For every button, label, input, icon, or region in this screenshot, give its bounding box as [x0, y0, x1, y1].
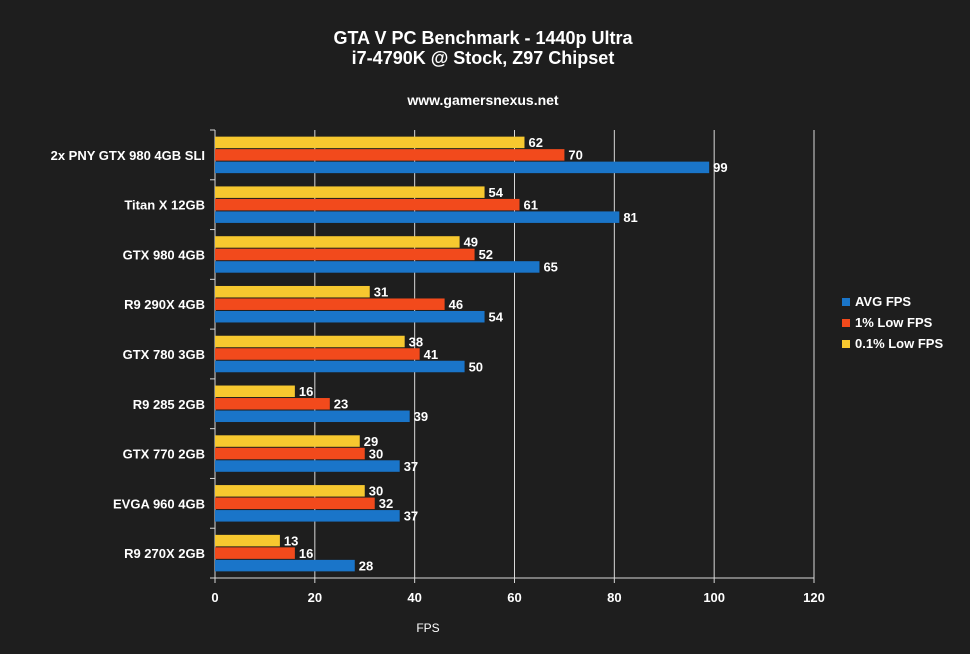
data-label: 28 [359, 558, 373, 573]
category-label: Titan X 12GB [124, 198, 205, 213]
category-label: GTX 980 4GB [123, 247, 205, 262]
data-label: 52 [479, 247, 493, 262]
x-tick-label: 120 [803, 590, 825, 605]
legend-label: 1% Low FPS [855, 315, 933, 330]
data-label: 16 [299, 384, 313, 399]
data-label: 30 [369, 446, 383, 461]
x-tick-label: 80 [607, 590, 621, 605]
bar [215, 186, 485, 198]
bar [215, 310, 485, 323]
x-tick-label: 100 [703, 590, 725, 605]
bar [215, 510, 400, 522]
x-axis-title: FPS [416, 621, 439, 635]
legend-swatch [842, 319, 850, 327]
data-label: 31 [374, 284, 388, 299]
bar [215, 161, 710, 174]
legend: AVG FPS 1% Low FPS 0.1% Low FPS [842, 294, 943, 351]
data-label: 46 [449, 297, 463, 312]
data-label: 41 [424, 347, 438, 362]
x-tick-label: 20 [308, 590, 322, 605]
bar [215, 348, 420, 360]
data-label: 70 [568, 148, 582, 163]
x-tick-label: 40 [407, 590, 421, 605]
chart-subtitle: i7-4790K @ Stock, Z97 Chipset [352, 48, 615, 68]
bar [215, 149, 565, 161]
labels: 0 20 40 60 80 100 120 2x PNY GTX 980 4GB SLI 62 7… [51, 135, 825, 605]
legend-swatch [842, 340, 850, 348]
bar [215, 547, 295, 559]
bar [215, 534, 280, 547]
bar [215, 261, 540, 273]
legend-label: AVG FPS [855, 294, 911, 309]
category-label: 2x PNY GTX 980 4GB SLI [51, 148, 205, 163]
data-label: 81 [623, 210, 637, 225]
data-label: 32 [379, 496, 393, 511]
bar [215, 298, 445, 310]
bar [215, 248, 475, 261]
legend-swatch [842, 298, 850, 306]
bar [215, 360, 465, 373]
data-label: 49 [464, 235, 478, 250]
data-label: 16 [299, 546, 313, 561]
category-label: GTX 770 2GB [123, 447, 205, 462]
bar [215, 198, 520, 211]
data-label: 54 [489, 185, 504, 200]
data-label: 50 [469, 359, 483, 374]
bar [215, 236, 460, 248]
data-label: 65 [543, 260, 557, 275]
data-label: 30 [369, 484, 383, 499]
bar [215, 435, 360, 447]
data-label: 13 [284, 533, 298, 548]
data-label: 61 [523, 197, 537, 212]
chart-source: www.gamersnexus.net [406, 92, 559, 108]
bar [215, 335, 405, 348]
data-label: 62 [528, 135, 542, 150]
bar [215, 460, 400, 472]
data-label: 29 [364, 434, 378, 449]
data-label: 37 [404, 509, 418, 524]
bar [215, 497, 375, 510]
bar [215, 447, 365, 460]
category-label: R9 285 2GB [133, 397, 205, 412]
bar [215, 136, 525, 149]
category-label: R9 290X 4GB [124, 297, 205, 312]
data-label: 39 [414, 409, 428, 424]
bar [215, 559, 355, 572]
chart-title: GTA V PC Benchmark - 1440p Ultra [333, 28, 633, 48]
bar [215, 385, 295, 398]
data-label: 38 [409, 334, 423, 349]
bar [215, 285, 370, 298]
legend-label: 0.1% Low FPS [855, 336, 943, 351]
bar [215, 410, 410, 423]
bar [215, 485, 365, 497]
x-tick-label: 0 [211, 590, 218, 605]
data-label: 54 [489, 309, 504, 324]
bars [215, 136, 710, 572]
category-label: GTX 780 3GB [123, 347, 205, 362]
data-label: 23 [334, 397, 348, 412]
data-label: 99 [713, 160, 727, 175]
bar [215, 211, 620, 223]
category-label: EVGA 960 4GB [113, 496, 205, 511]
data-label: 37 [404, 459, 418, 474]
bar [215, 398, 330, 410]
x-tick-label: 60 [507, 590, 521, 605]
category-label: R9 270X 2GB [124, 546, 205, 561]
